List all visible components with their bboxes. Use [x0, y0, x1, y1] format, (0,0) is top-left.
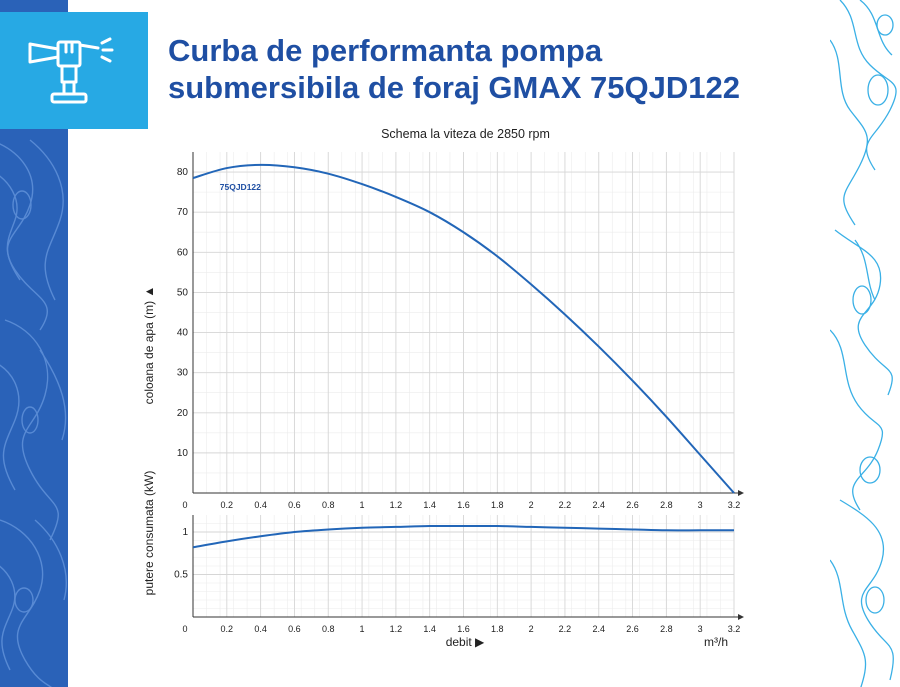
power-x-tick-label: 2.4 — [592, 624, 605, 634]
page-title-line-1: Curba de performanta pompa — [168, 33, 603, 68]
head-x-tick-label: 3 — [698, 500, 703, 510]
power-x-tick-label: 3 — [698, 624, 703, 634]
chart-title: Schema la viteza de 2850 rpm — [381, 127, 550, 141]
head-x-tick-label: 0.4 — [254, 500, 267, 510]
power-y-axis-label: putere consumata (kW) — [142, 471, 156, 596]
head-x-tick-label: 2.2 — [559, 500, 572, 510]
power-x-tick-label: 1 — [360, 624, 365, 634]
power-x-tick-label: 2.8 — [660, 624, 673, 634]
head-y-tick-label: 40 — [177, 328, 189, 339]
head-y-tick-label: 10 — [177, 448, 189, 459]
submersible-pump-icon — [28, 37, 114, 104]
power-x-tick-label: 3.2 — [728, 624, 741, 634]
power-y-tick-label: 0.5 — [174, 570, 188, 581]
power-x-tick-label: 1.8 — [491, 624, 504, 634]
head-x-tick-label: 0 — [182, 500, 187, 510]
power-x-tick-label: 0.2 — [221, 624, 234, 634]
right-contour-pattern — [830, 0, 897, 687]
head-y-axis-label: coloana de apa (m) ▲ — [142, 286, 156, 405]
head-y-tick-label: 30 — [177, 368, 189, 379]
head-x-axis-arrow — [738, 490, 744, 496]
head-x-tick-label: 2 — [529, 500, 534, 510]
power-x-tick-label: 1.6 — [457, 624, 470, 634]
head-y-tick-label: 80 — [177, 167, 189, 178]
head-x-tick-label: 1.4 — [423, 500, 436, 510]
head-x-tick-label: 1.8 — [491, 500, 504, 510]
head-x-tick-label: 2.8 — [660, 500, 673, 510]
page-title: Curba de performanta pompa submersibila … — [168, 32, 808, 106]
left-contour-pattern — [0, 139, 67, 687]
head-x-tick-label: 1.6 — [457, 500, 470, 510]
power-x-tick-label: 0.4 — [254, 624, 267, 634]
right-decorative-band — [830, 0, 900, 687]
head-x-tick-label: 2.4 — [592, 500, 605, 510]
head-x-tick-label: 0.2 — [221, 500, 234, 510]
head-x-tick-label: 0.8 — [322, 500, 335, 510]
head-curve-0 — [192, 163, 735, 494]
power-x-axis-arrow — [738, 614, 744, 620]
logo-box — [0, 12, 148, 129]
x-axis-unit: m³/h — [704, 635, 728, 649]
power-curve-0 — [192, 524, 734, 549]
head-x-tick-label: 2.6 — [626, 500, 639, 510]
head-y-tick-label: 60 — [177, 247, 189, 258]
head-y-tick-label: 20 — [177, 408, 189, 419]
power-x-tick-label: 0 — [182, 624, 187, 634]
head-series-label: 75QJD122 — [220, 182, 261, 192]
power-x-tick-label: 2 — [529, 624, 534, 634]
power-x-tick-label: 1.4 — [423, 624, 436, 634]
power-x-tick-label: 1.2 — [390, 624, 403, 634]
head-x-tick-label: 3.2 — [728, 500, 741, 510]
head-x-tick-label: 0.6 — [288, 500, 301, 510]
x-axis-label: debit ▶ — [446, 635, 485, 649]
head-x-tick-label: 1 — [360, 500, 365, 510]
power-x-tick-label: 2.6 — [626, 624, 639, 634]
head-y-tick-label: 70 — [177, 207, 189, 218]
head-y-tick-label: 50 — [177, 287, 189, 298]
head-x-tick-label: 1.2 — [390, 500, 403, 510]
page-title-line-2: submersibila de foraj GMAX 75QJD122 — [168, 70, 740, 105]
power-y-tick-label: 1 — [182, 527, 188, 538]
power-x-tick-label: 0.6 — [288, 624, 301, 634]
power-x-tick-label: 0.8 — [322, 624, 335, 634]
power-x-tick-label: 2.2 — [559, 624, 572, 634]
